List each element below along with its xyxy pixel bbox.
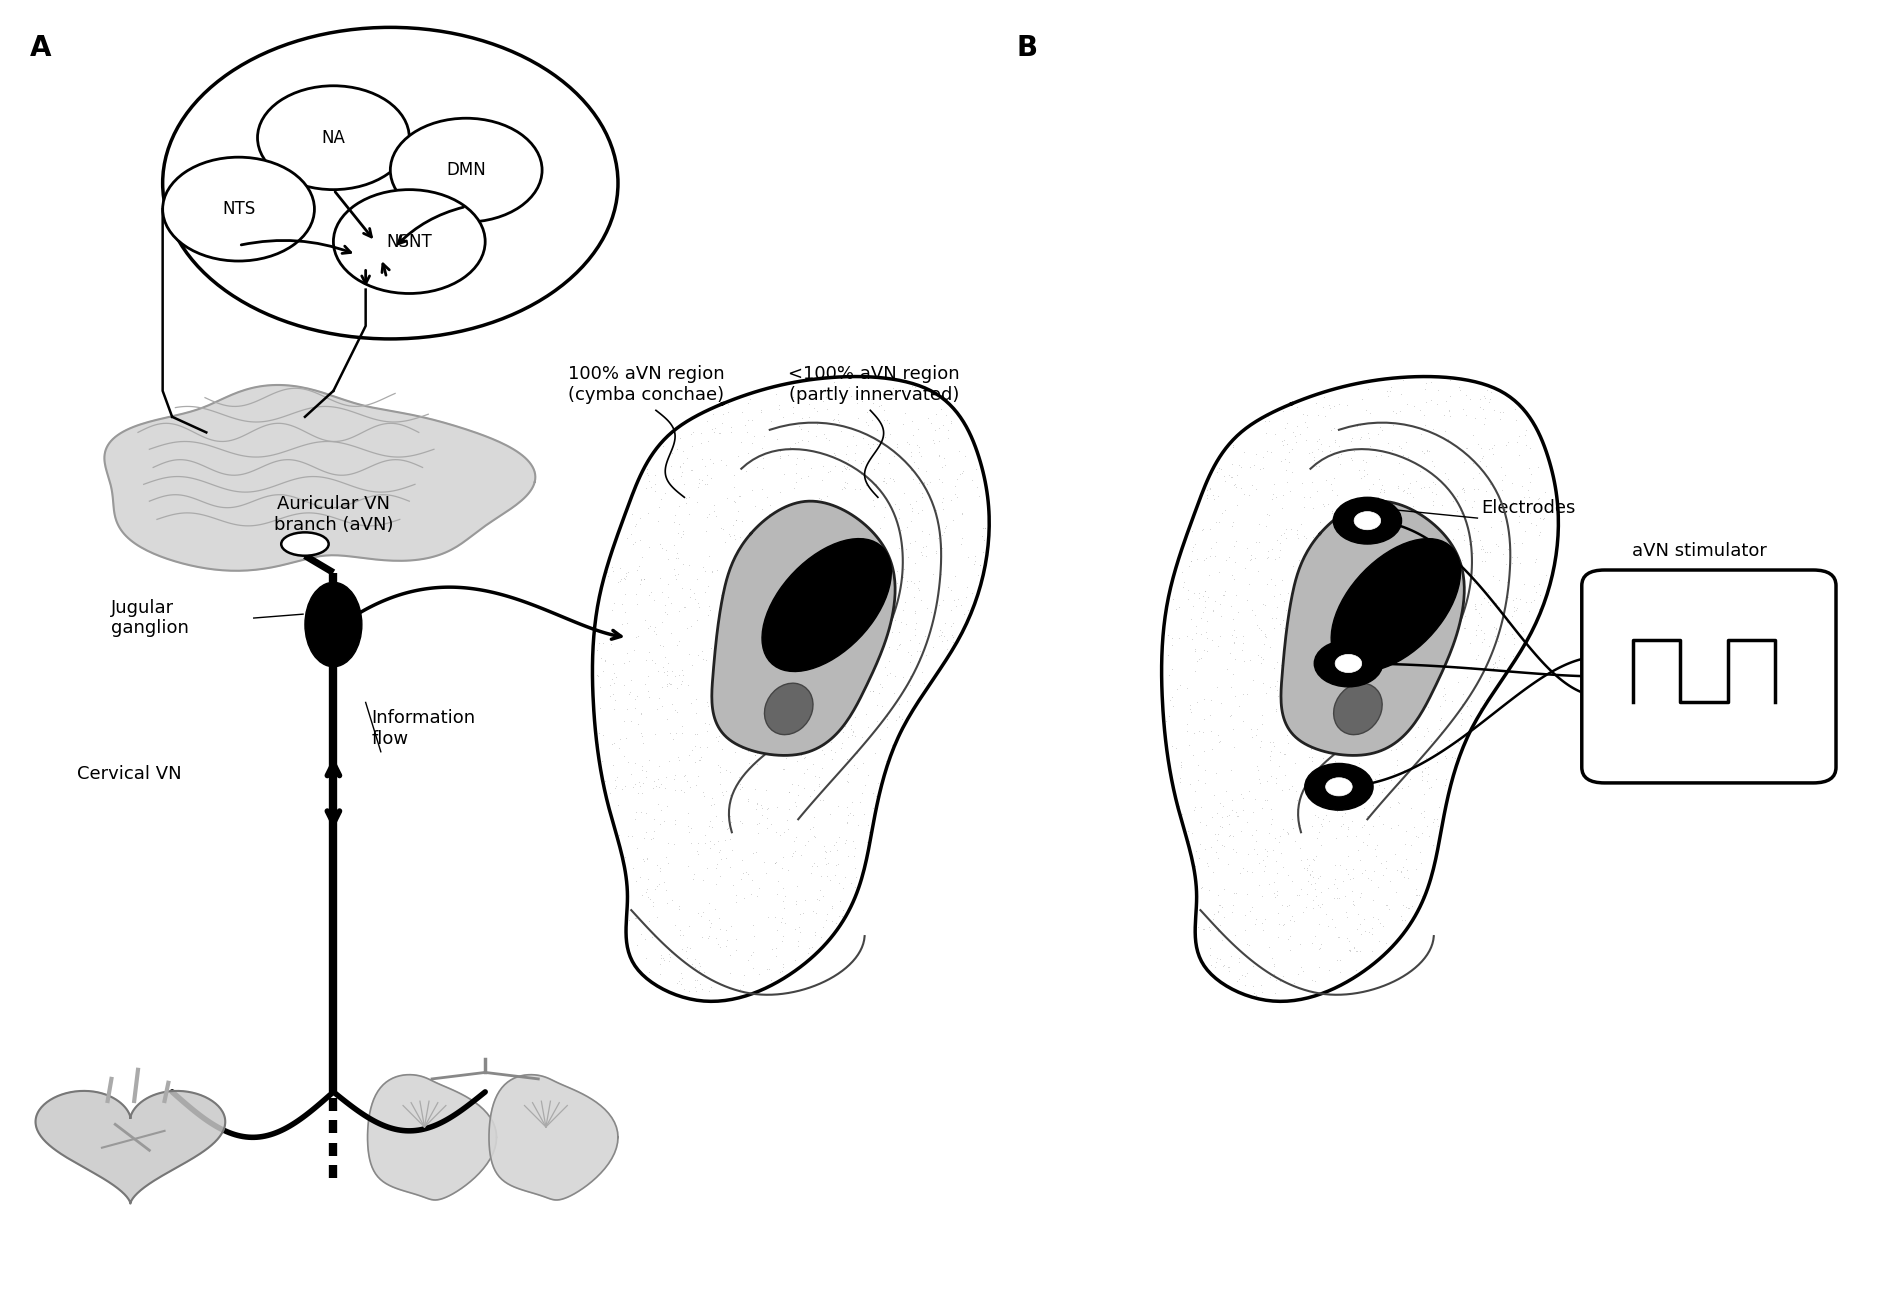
Text: NA: NA [321, 129, 346, 147]
Ellipse shape [281, 532, 329, 556]
Polygon shape [712, 501, 895, 756]
Text: Information
flow: Information flow [370, 709, 475, 748]
FancyArrowPatch shape [1315, 640, 1347, 713]
Ellipse shape [762, 539, 891, 671]
Text: NTS: NTS [222, 200, 255, 219]
Polygon shape [1281, 501, 1465, 756]
Text: aVN stimulator: aVN stimulator [1632, 541, 1767, 559]
Circle shape [1305, 764, 1374, 811]
Circle shape [1326, 778, 1353, 796]
Text: Jugular
ganglion: Jugular ganglion [112, 598, 190, 637]
Polygon shape [367, 1075, 496, 1200]
Text: DMN: DMN [446, 161, 486, 180]
Text: NSNT: NSNT [386, 233, 431, 251]
Text: Electrodes: Electrodes [1482, 498, 1575, 516]
Text: Cervical VN: Cervical VN [78, 765, 182, 783]
Polygon shape [593, 376, 990, 1002]
Ellipse shape [764, 683, 813, 735]
FancyBboxPatch shape [1583, 570, 1835, 783]
Text: B: B [1017, 34, 1037, 62]
Polygon shape [104, 385, 536, 571]
Text: A: A [30, 34, 51, 62]
Polygon shape [36, 1092, 226, 1203]
Circle shape [1334, 497, 1402, 544]
Text: 100% aVN region
(cymba conchae): 100% aVN region (cymba conchae) [568, 366, 724, 403]
Polygon shape [1161, 376, 1558, 1002]
FancyArrowPatch shape [747, 640, 779, 713]
Circle shape [1315, 640, 1383, 687]
Polygon shape [488, 1075, 618, 1200]
Circle shape [1336, 654, 1362, 673]
Ellipse shape [304, 583, 361, 666]
Ellipse shape [1332, 539, 1461, 671]
Text: <100% aVN region
(partly innervated): <100% aVN region (partly innervated) [788, 366, 960, 403]
Ellipse shape [163, 27, 618, 340]
Text: Auricular VN
branch (aVN): Auricular VN branch (aVN) [274, 494, 393, 533]
Ellipse shape [1334, 683, 1381, 735]
Circle shape [390, 118, 542, 222]
Circle shape [163, 157, 314, 262]
Circle shape [1355, 511, 1381, 530]
Circle shape [332, 190, 484, 294]
Circle shape [258, 86, 408, 190]
